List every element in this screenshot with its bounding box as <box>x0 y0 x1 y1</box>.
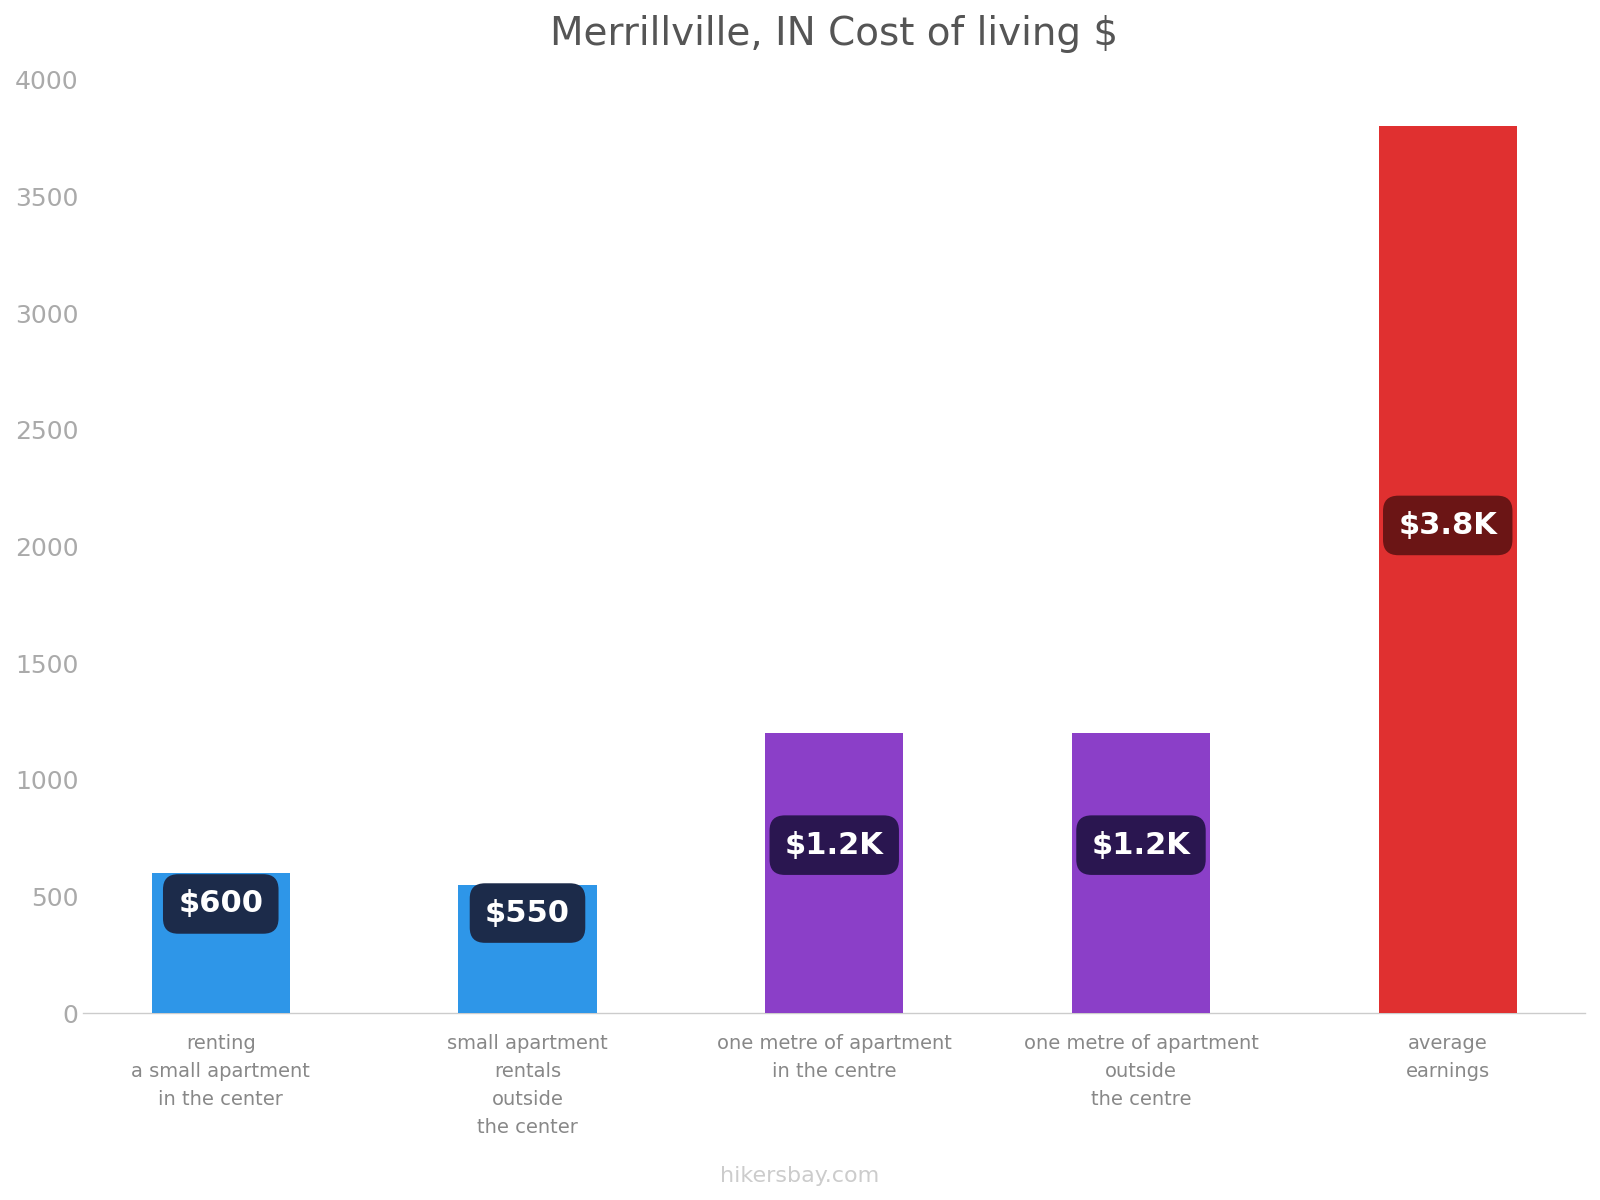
Text: $1.2K: $1.2K <box>1091 830 1190 859</box>
Text: $3.8K: $3.8K <box>1398 511 1498 540</box>
Text: $550: $550 <box>485 899 570 928</box>
Bar <box>459 884 597 1013</box>
Text: hikersbay.com: hikersbay.com <box>720 1166 880 1186</box>
Bar <box>1072 733 1210 1013</box>
Bar <box>1379 126 1517 1013</box>
Text: $1.2K: $1.2K <box>786 830 883 859</box>
Text: $600: $600 <box>178 889 264 918</box>
Bar <box>152 874 290 1013</box>
Bar <box>765 733 904 1013</box>
Title: Merrillville, IN Cost of living $: Merrillville, IN Cost of living $ <box>550 14 1118 53</box>
